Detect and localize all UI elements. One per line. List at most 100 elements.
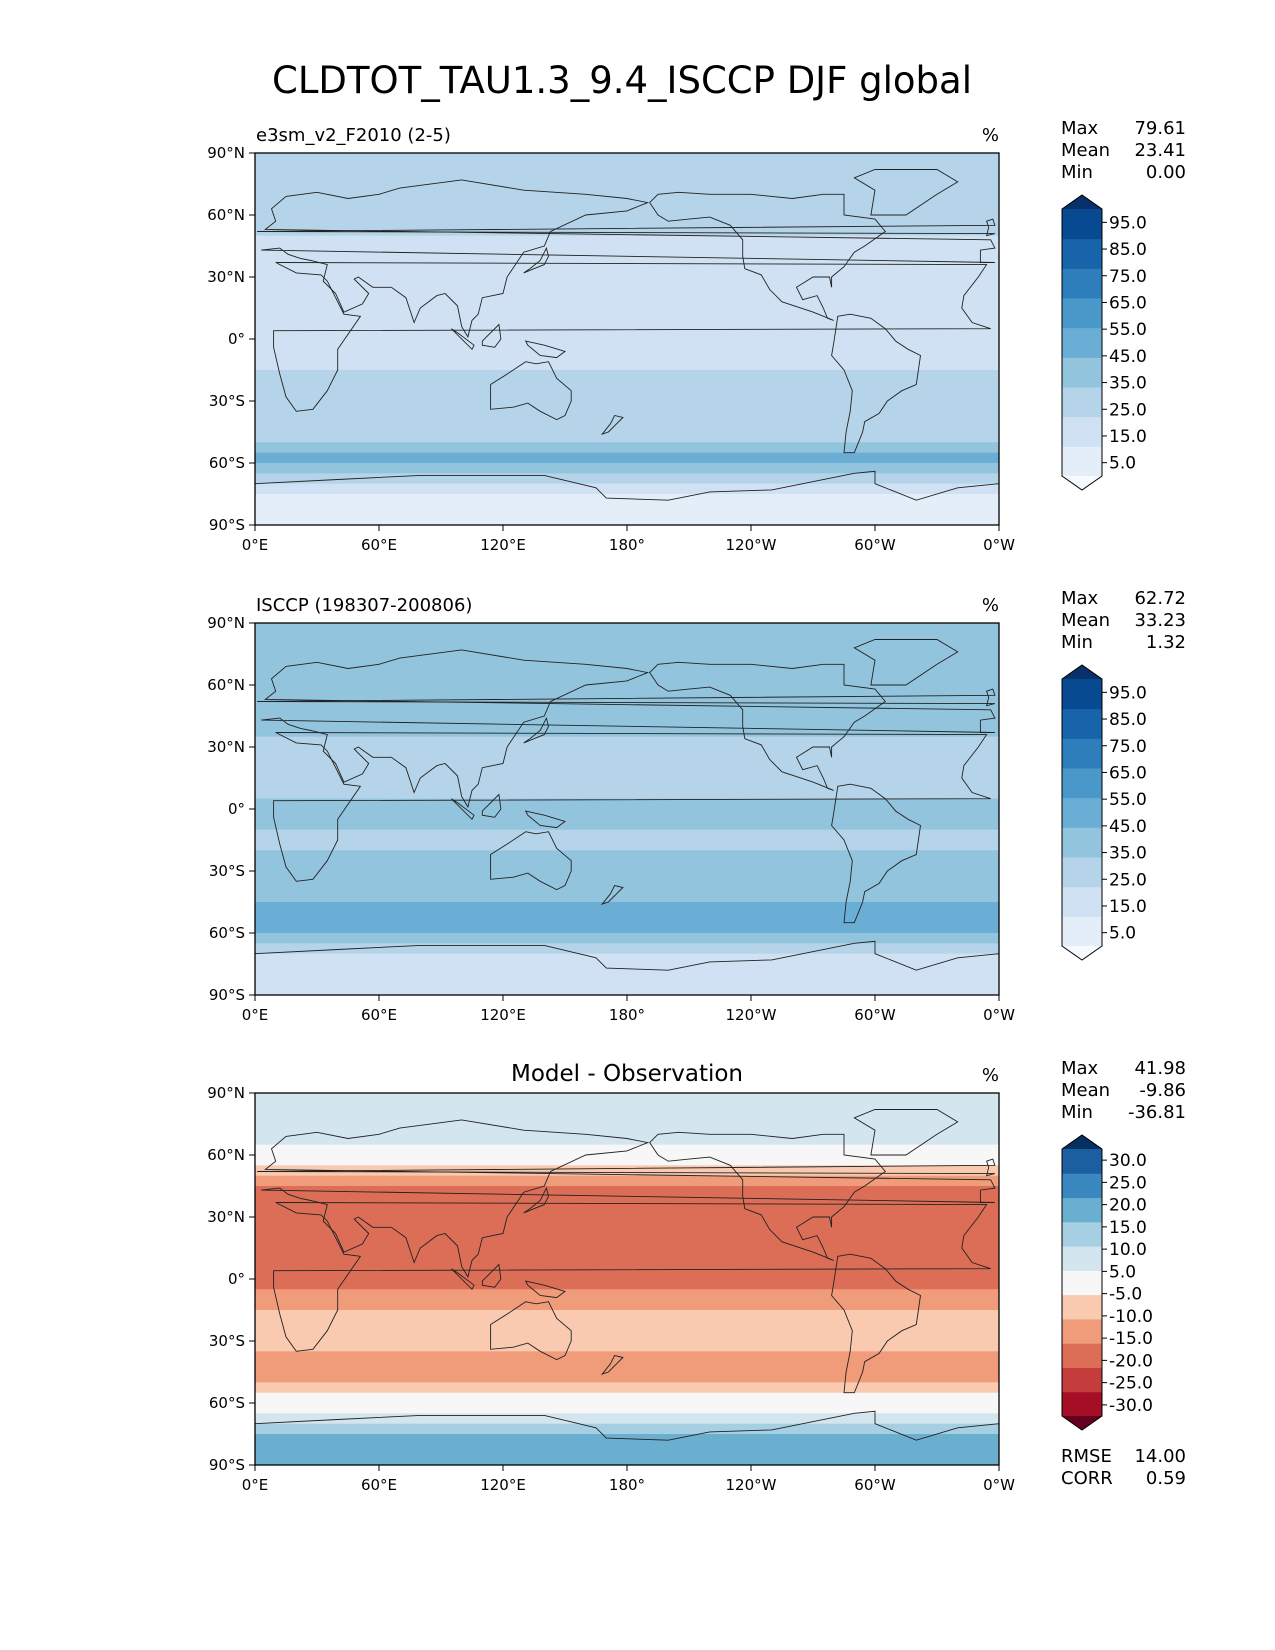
reference-colorbar-segment bbox=[1062, 857, 1102, 888]
difference-field-band bbox=[255, 1093, 999, 1104]
difference-field-band bbox=[255, 1124, 999, 1135]
model-colorbar-segment bbox=[1062, 357, 1102, 388]
model-units: % bbox=[982, 125, 999, 146]
reference-max-label: Max bbox=[1061, 588, 1099, 609]
difference-coastline bbox=[649, 1131, 886, 1261]
reference-x-tick-label: 60°W bbox=[854, 1006, 896, 1024]
reference-field-band bbox=[255, 840, 999, 851]
corr-label: CORR bbox=[1061, 1468, 1113, 1489]
difference-coastline bbox=[273, 1202, 991, 1352]
difference-field-band bbox=[255, 1268, 999, 1280]
model-colorbar-segment bbox=[1062, 238, 1102, 269]
reference-y-tick-label: 60°S bbox=[209, 924, 245, 942]
difference-y-tick-label: 90°S bbox=[209, 1456, 245, 1474]
model-panel: 0°E 60°E 120°E 180° 120°W 60°W 0°W 90°N 60°N 30°N… bbox=[207, 118, 1186, 554]
difference-x-tick-label: 120°W bbox=[726, 1476, 777, 1494]
model-mean-value: 23.41 bbox=[1134, 140, 1186, 161]
reference-mean-label: Mean bbox=[1061, 610, 1110, 631]
reference-field-band bbox=[255, 964, 999, 975]
reference-field-band bbox=[255, 850, 999, 862]
model-y-tick-label: 90°N bbox=[207, 144, 245, 162]
model-field-band bbox=[255, 442, 999, 454]
difference-coastline bbox=[831, 1253, 921, 1394]
rmse-label: RMSE bbox=[1061, 1446, 1112, 1467]
model-colorbar-label: 75.0 bbox=[1109, 267, 1147, 287]
reference-field-band bbox=[255, 819, 999, 831]
reference-x-tick-label: 120°E bbox=[480, 1006, 526, 1024]
model-field-band bbox=[255, 411, 999, 423]
reference-field-band bbox=[255, 705, 999, 717]
model-field-band bbox=[255, 452, 999, 464]
reference-min-label: Min bbox=[1061, 632, 1093, 653]
difference-coastline bbox=[523, 1186, 549, 1214]
model-field-band bbox=[255, 318, 999, 330]
model-field-band bbox=[255, 349, 999, 361]
model-colorbar-segment bbox=[1062, 298, 1102, 329]
difference-colorbar-segment bbox=[1062, 1246, 1102, 1271]
model-colorbar-label: 65.0 bbox=[1109, 293, 1147, 313]
difference-y-tick-label: 30°N bbox=[207, 1208, 245, 1226]
difference-max-label: Max bbox=[1061, 1058, 1099, 1079]
difference-y-tick-label: 30°S bbox=[209, 1332, 245, 1350]
reference-max-value: 62.72 bbox=[1134, 588, 1186, 609]
difference-field-band bbox=[255, 1341, 999, 1352]
model-colorbar: 5.0 15.0 25.0 35.0 45.0 55.0 65.0 75.0 85.0 95.0 bbox=[1061, 194, 1147, 491]
model-field-band bbox=[255, 473, 999, 485]
model-colorbar-label: 55.0 bbox=[1109, 320, 1147, 340]
difference-field-band bbox=[255, 1186, 999, 1197]
reference-field-band bbox=[255, 974, 999, 986]
difference-field-band bbox=[255, 1413, 999, 1425]
difference-field-band bbox=[255, 1361, 999, 1373]
model-field-band bbox=[255, 401, 999, 412]
model-field-band bbox=[255, 256, 999, 268]
model-field-band bbox=[255, 297, 999, 309]
reference-x-tick-label: 120°W bbox=[726, 1006, 777, 1024]
difference-field-band bbox=[255, 1217, 999, 1228]
reference-field-band bbox=[255, 623, 999, 634]
reference-field-band bbox=[255, 891, 999, 903]
model-coastline bbox=[450, 328, 475, 351]
reference-colorbar-label: 35.0 bbox=[1109, 844, 1147, 864]
reference-field-band bbox=[255, 757, 999, 769]
reference-field-band bbox=[255, 788, 999, 800]
difference-field-band bbox=[255, 1155, 999, 1166]
model-max-label: Max bbox=[1061, 118, 1099, 139]
reference-field-band bbox=[255, 871, 999, 882]
difference-min-value: -36.81 bbox=[1128, 1102, 1186, 1123]
model-colorbar-segment bbox=[1062, 268, 1102, 299]
difference-field-band bbox=[255, 1144, 999, 1156]
difference-colorbar-label: -30.0 bbox=[1109, 1396, 1153, 1416]
difference-field-band bbox=[255, 1248, 999, 1259]
reference-field-band bbox=[255, 685, 999, 696]
difference-colorbar-segment bbox=[1062, 1318, 1102, 1344]
difference-colorbar-segment bbox=[1062, 1173, 1102, 1199]
reference-colorbar-extend-bottom bbox=[1062, 946, 1102, 960]
reference-y-tick-label: 60°N bbox=[207, 676, 245, 694]
model-field-band bbox=[255, 494, 999, 505]
difference-field-band bbox=[255, 1113, 999, 1125]
model-y-tick-label: 30°S bbox=[209, 392, 245, 410]
reference-coastline bbox=[853, 639, 959, 686]
reference-colorbar: 5.0 15.0 25.0 35.0 45.0 55.0 65.0 75.0 85.0 95.0 bbox=[1061, 664, 1147, 961]
model-axes: 0°E 60°E 120°E 180° 120°W 60°W 0°W 90°N 60°N 30°N… bbox=[207, 144, 1015, 554]
model-field-band bbox=[255, 390, 999, 402]
reference-stats: Max 62.72 Mean 33.23 Min 1.32 bbox=[1061, 588, 1186, 653]
model-field-band bbox=[255, 421, 999, 433]
model-x-tick-label: 180° bbox=[609, 536, 645, 554]
difference-metrics: RMSE 14.00 CORR 0.59 bbox=[1061, 1446, 1186, 1489]
difference-coastline bbox=[450, 1268, 475, 1291]
model-colorbar-segment bbox=[1062, 416, 1102, 447]
model-colorbar-label: 35.0 bbox=[1109, 374, 1147, 394]
difference-field-band bbox=[255, 1454, 999, 1465]
difference-y-tick-label: 60°S bbox=[209, 1394, 245, 1412]
reference-y-tick-label: 0° bbox=[228, 800, 245, 818]
model-x-tick-label: 120°W bbox=[726, 536, 777, 554]
reference-panel: 0°E 60°E 120°E 180° 120°W 60°W 0°W 90°N 60°N 30°N… bbox=[207, 588, 1186, 1024]
reference-x-tick-label: 0°E bbox=[242, 1006, 269, 1024]
difference-field-band bbox=[255, 1351, 999, 1363]
difference-coastline bbox=[490, 1301, 572, 1361]
model-field-band bbox=[255, 328, 999, 340]
reference-field-band bbox=[255, 695, 999, 707]
difference-field-band bbox=[255, 1103, 999, 1115]
difference-field-band bbox=[255, 1320, 999, 1332]
